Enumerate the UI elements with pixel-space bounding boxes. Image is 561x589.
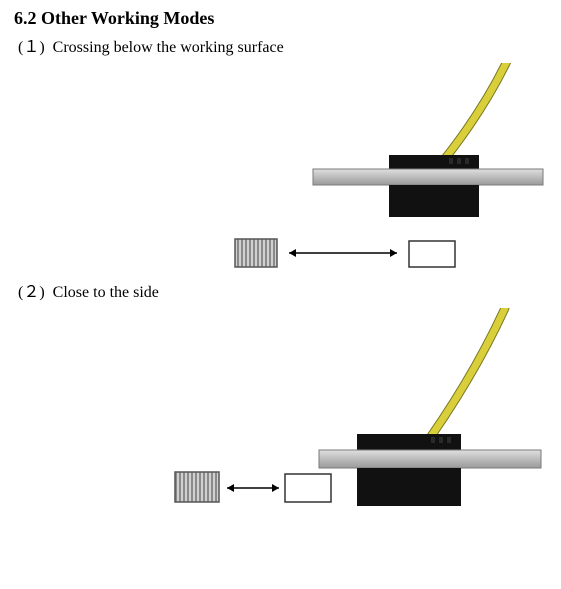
sensor-body-lower [389, 185, 479, 217]
item-2-label: Close to the side [53, 284, 159, 301]
mounting-plate [313, 169, 543, 185]
diagram-2-wrap [14, 308, 547, 526]
item-1-label: Crossing below the working surface [53, 39, 284, 56]
mounting-plate [319, 450, 541, 468]
diagram-2 [67, 308, 547, 526]
diagram-1-wrap [14, 63, 547, 278]
diagram-1 [117, 63, 547, 278]
item-1-num: (１) [18, 39, 45, 56]
target-box [409, 241, 455, 267]
target-box [285, 474, 331, 502]
section-heading: 6.2 Other Working Modes [14, 8, 547, 29]
moving-object [235, 239, 277, 267]
sensor-body-lower [357, 468, 461, 506]
moving-object [175, 472, 219, 502]
item-2: (２) Close to the side [18, 278, 547, 302]
wire [435, 63, 509, 171]
section-number: 6.2 [14, 8, 37, 28]
section-title: Other Working Modes [41, 8, 214, 28]
item-2-num: (２) [18, 284, 45, 301]
item-1: (１) Crossing below the working surface [18, 33, 547, 57]
